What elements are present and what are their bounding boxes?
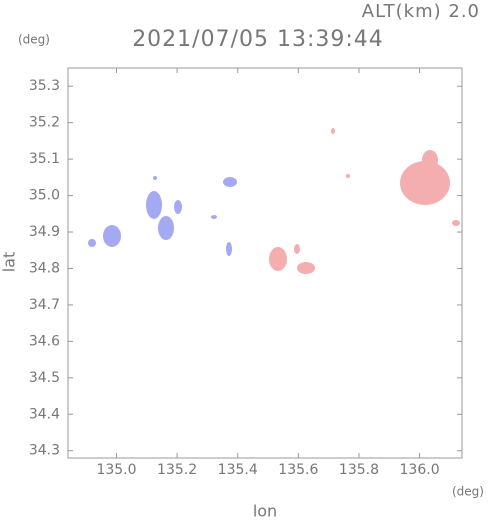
x-tick-label: 135.2 <box>157 462 197 478</box>
y-tick-label: 34.6 <box>29 333 60 349</box>
x-tick-label: 135.6 <box>278 462 318 478</box>
echo-blobs <box>88 128 460 274</box>
y-tick-label: 34.4 <box>29 406 60 422</box>
y-tick-label: 35.1 <box>29 151 60 167</box>
x-axis-label: lon <box>253 502 277 521</box>
x-tick-label: 135.4 <box>218 462 258 478</box>
y-tick-label: 35.3 <box>29 78 60 94</box>
y-tick-label: 34.7 <box>29 297 60 313</box>
y-tick-label: 34.8 <box>29 260 60 276</box>
plot-frame <box>67 67 463 459</box>
x-tick-label: 135.8 <box>339 462 379 478</box>
chart-title: 2021/07/05 13:39:44 <box>132 27 384 52</box>
y-tick-label: 34.5 <box>29 370 60 386</box>
x-unit: (deg) <box>452 485 484 499</box>
y-axis-label: lat <box>0 252 19 273</box>
y-tick-label: 34.3 <box>29 443 60 459</box>
y-tick-label: 35.0 <box>29 188 60 204</box>
x-tick-label: 136.0 <box>400 462 440 478</box>
x-tick-label: 135.0 <box>96 462 136 478</box>
y-unit: (deg) <box>18 33 50 47</box>
y-tick-label: 34.9 <box>29 224 60 240</box>
altitude-label: ALT(km) 2.0 <box>362 1 480 22</box>
y-tick-label: 35.2 <box>29 115 60 131</box>
